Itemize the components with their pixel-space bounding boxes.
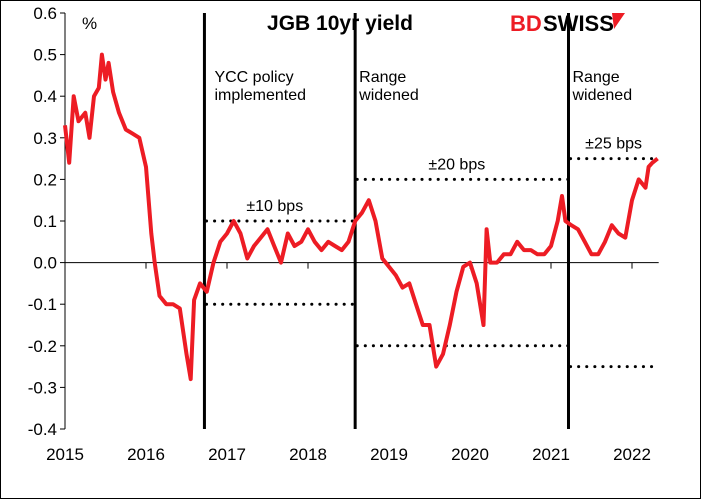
- annotation-label: Range widened: [571, 69, 632, 104]
- x-tick-label: 2015: [46, 445, 84, 464]
- x-tick-label: 2021: [532, 445, 570, 464]
- y-tick-label: -0.1: [28, 295, 57, 314]
- y-tick-label: -0.4: [28, 420, 57, 439]
- y-tick-label: 0.0: [33, 254, 57, 273]
- y-tick-label: 0.4: [33, 87, 57, 106]
- logo-flag-icon: [612, 13, 625, 29]
- x-tick-label: 2022: [613, 445, 651, 464]
- yield-series-line: [63, 52, 659, 382]
- x-tick-label: 2018: [289, 445, 327, 464]
- bdswiss-logo: BD SWISS: [510, 11, 625, 36]
- y-tick-label: 0.6: [33, 4, 57, 23]
- x-tick-label: 2016: [127, 445, 165, 464]
- band-label: ±10 bps: [246, 198, 303, 215]
- y-tick-label: 0.2: [33, 170, 57, 189]
- y-tick-label: -0.3: [28, 378, 57, 397]
- y-tick-label: 0.5: [33, 46, 57, 65]
- x-tick-label: 2019: [370, 445, 408, 464]
- annotation-label: Range widened: [358, 69, 419, 104]
- y-axis-unit: %: [82, 14, 97, 33]
- y-tick-label: 0.3: [33, 129, 57, 148]
- band-label: ±25 bps: [585, 136, 642, 153]
- logo-bd: BD: [510, 11, 542, 36]
- y-tick-label: 0.1: [33, 212, 57, 231]
- annotation-label: YCC policy implemented: [214, 69, 306, 104]
- y-tick-label: -0.2: [28, 337, 57, 356]
- chart-title: JGB 10yr yield: [267, 12, 413, 35]
- x-tick-label: 2020: [451, 445, 489, 464]
- band-label: ±20 bps: [428, 156, 485, 173]
- x-tick-label: 2017: [208, 445, 246, 464]
- logo-swiss: SWISS: [543, 11, 614, 36]
